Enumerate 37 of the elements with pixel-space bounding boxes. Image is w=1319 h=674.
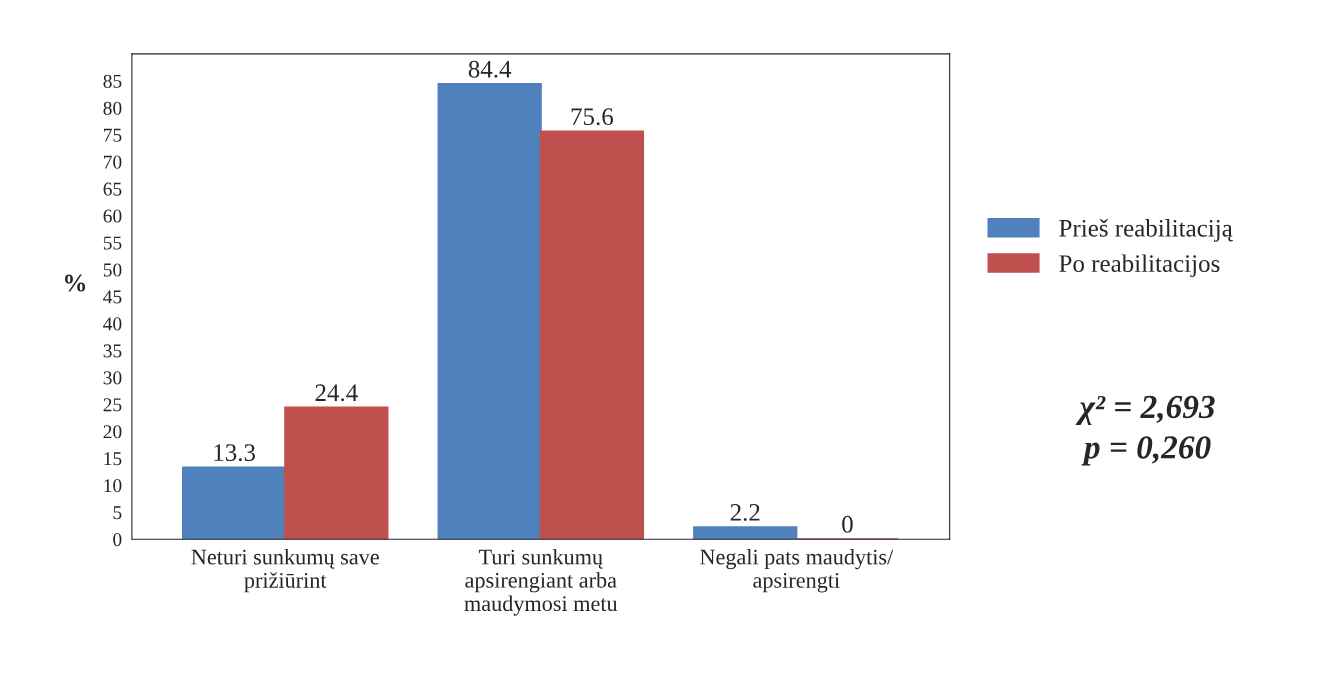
y-tick-label: 30 [103, 371, 122, 385]
data-label: 2.2 [730, 504, 760, 521]
y-tick-label: 55 [103, 236, 122, 250]
x-tick-label: Negali pats maudytis/ apsirengti [700, 548, 894, 593]
y-tick-label: 60 [103, 209, 122, 223]
x-tick-label: Turi sunkumų apsirengiant arba maudymosi metu [464, 548, 618, 616]
y-tick-label: 35 [103, 344, 122, 358]
legend-label: Po reabilitacijos [1059, 254, 1220, 278]
y-tick-label: 15 [104, 452, 122, 466]
bar [693, 526, 798, 540]
y-tick-label: 65 [103, 182, 122, 196]
y-tick-label: 25 [103, 398, 122, 412]
y-tick-label: 50 [103, 263, 122, 277]
data-label: 0 [842, 515, 853, 533]
y-tick-label: 0 [113, 533, 122, 547]
bar [539, 130, 645, 540]
bar [284, 406, 389, 540]
bar [437, 83, 542, 540]
y-tick-label: 40 [103, 317, 122, 331]
y-tick-label: 5 [113, 506, 122, 520]
data-label: 24.4 [315, 384, 358, 402]
y-axis-title: % [65, 274, 86, 292]
y-tick-label: 75 [104, 128, 122, 142]
y-tick-label: 80 [103, 101, 122, 115]
y-tick-label: 10 [104, 479, 122, 493]
y-tick-label: 70 [104, 155, 122, 169]
y-tick-label: 45 [103, 290, 122, 304]
data-label: 84.4 [468, 60, 512, 78]
data-label: 75.6 [571, 108, 614, 126]
text: p = 0,260 [1081, 436, 1211, 466]
data-label: 13.3 [214, 444, 256, 462]
text: χ² = 2,693 [1075, 395, 1215, 425]
x-tick-label: Neturi sunkumų save prižiūrint [191, 548, 379, 593]
bar [181, 466, 287, 540]
legend-label: Prieš reabilitaciją [1059, 219, 1234, 242]
y-tick-label: 20 [103, 425, 122, 439]
y-tick-label: 85 [103, 74, 122, 88]
